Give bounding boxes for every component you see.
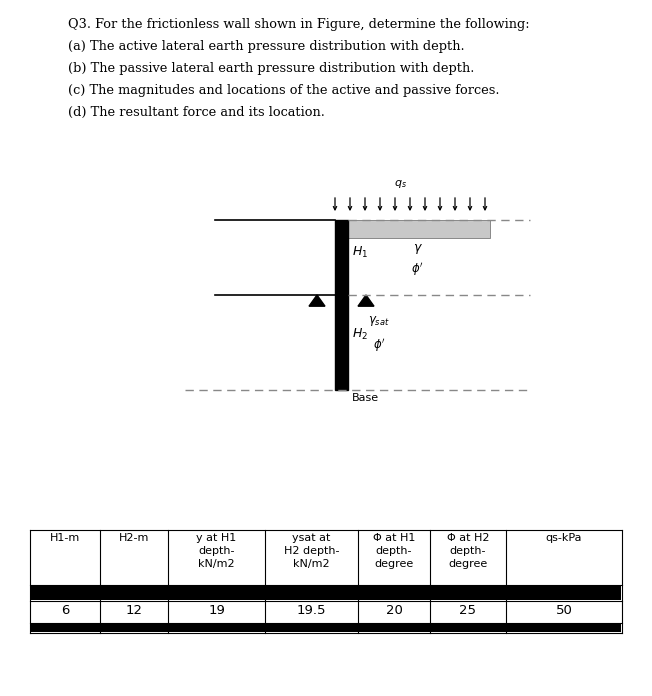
Bar [348,220,490,238]
Bar [31,624,621,632]
Bar [31,586,621,600]
Text: 50: 50 [556,604,572,617]
Text: $\mathit{\phi}'$: $\mathit{\phi}'$ [411,261,424,278]
Text: y at H1
depth-
kN/m2: y at H1 depth- kN/m2 [196,533,237,569]
Text: (a) The active lateral earth pressure distribution with depth.: (a) The active lateral earth pressure di… [68,40,465,53]
Text: 19.5: 19.5 [297,604,326,617]
Text: $\mathit{\gamma}$: $\mathit{\gamma}$ [413,242,423,257]
Text: (c) The magnitudes and locations of the active and passive forces.: (c) The magnitudes and locations of the … [68,84,499,97]
Text: 19: 19 [208,604,225,617]
Text: $\mathit{H}_1$: $\mathit{H}_1$ [352,245,368,260]
Polygon shape [358,295,374,306]
Text: $\mathit{\gamma}_{sat}$: $\mathit{\gamma}_{sat}$ [368,313,390,328]
Text: Base: Base [352,393,379,403]
Bar [335,220,348,390]
Text: Φ at H1
depth-
degree: Φ at H1 depth- degree [373,533,415,569]
Text: $\mathit{\phi}'$: $\mathit{\phi}'$ [373,337,386,354]
Polygon shape [309,295,325,306]
Text: H1-m: H1-m [50,533,80,543]
Text: (b) The passive lateral earth pressure distribution with depth.: (b) The passive lateral earth pressure d… [68,62,475,75]
Text: 12: 12 [125,604,143,617]
Text: (d) The resultant force and its location.: (d) The resultant force and its location… [68,106,325,119]
Text: H2-m: H2-m [119,533,149,543]
Text: Φ at H2
depth-
degree: Φ at H2 depth- degree [447,533,489,569]
Text: Q3. For the frictionless wall shown in Figure, determine the following:: Q3. For the frictionless wall shown in F… [68,18,529,31]
Text: $q_s$: $q_s$ [394,178,406,190]
Text: ysat at
H2 depth-
kN/m2: ysat at H2 depth- kN/m2 [284,533,339,569]
Text: qs-kPa: qs-kPa [546,533,582,543]
Text: 20: 20 [385,604,402,617]
Text: 25: 25 [460,604,477,617]
Text: $\mathit{H}_2$: $\mathit{H}_2$ [352,327,368,342]
Text: 6: 6 [61,604,69,617]
